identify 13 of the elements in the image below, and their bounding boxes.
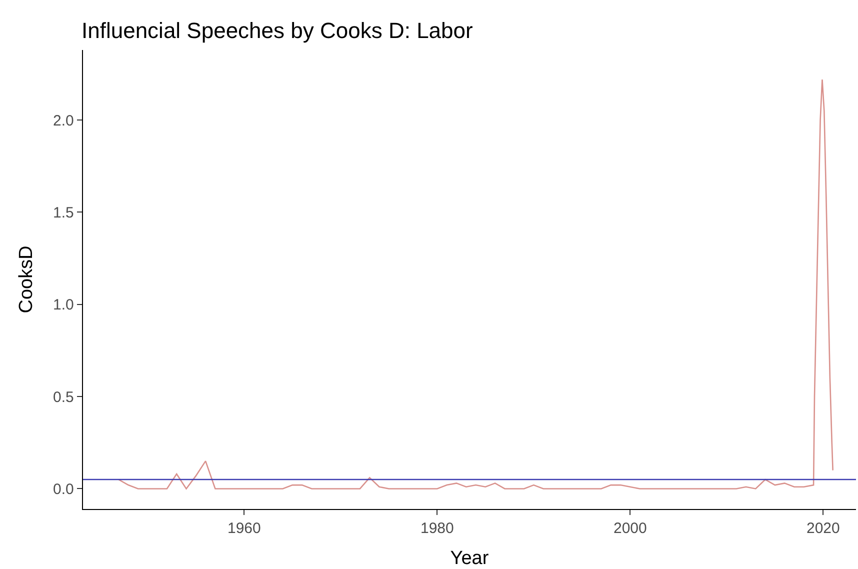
- x-axis-title: Year: [450, 548, 490, 569]
- x-tick-label: 1960: [227, 520, 261, 538]
- x-tick-label: 2020: [806, 520, 840, 538]
- chart-title: Influencial Speeches by Cooks D: Labor: [82, 18, 473, 44]
- y-tick-label: 1.0: [52, 296, 74, 314]
- x-tick-label: 1980: [420, 520, 454, 538]
- x-tick-label: 2000: [613, 520, 647, 538]
- line-series: [118, 78, 834, 490]
- y-tick-label: 0.0: [52, 480, 74, 498]
- y-tick-label: 1.5: [52, 204, 74, 222]
- y-tick-label: 2.0: [52, 112, 74, 130]
- y-tick-label: 0.5: [52, 388, 74, 406]
- y-axis-title: CooksD: [16, 246, 37, 314]
